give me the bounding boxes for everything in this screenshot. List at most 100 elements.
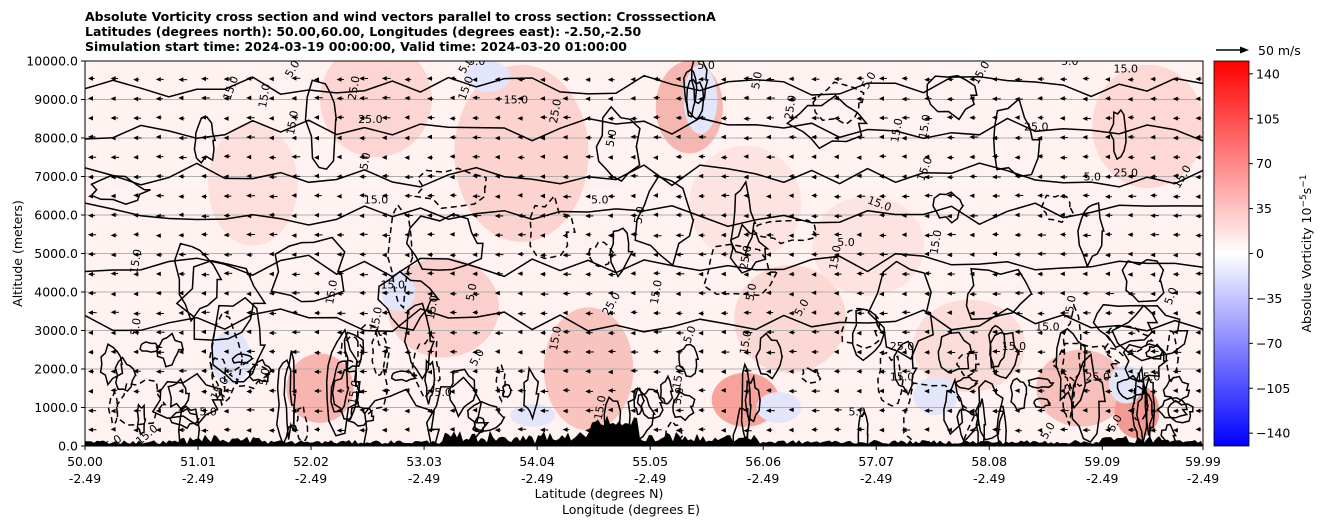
contour-loop <box>926 74 978 121</box>
wind-vector <box>1037 330 1043 336</box>
x-tick-label-lon: -2.49 <box>973 471 1005 486</box>
contour-label: 15.0 <box>346 379 363 405</box>
wind-vector <box>653 310 658 316</box>
wind-vector <box>607 77 613 82</box>
wind-vector <box>743 388 749 394</box>
wind-vector <box>607 369 613 375</box>
contour-label: 15.0 <box>648 279 665 305</box>
wind-vector <box>788 388 794 394</box>
wind-vector <box>1037 174 1043 180</box>
wind-vector <box>540 77 545 82</box>
wind-vector <box>1014 290 1020 296</box>
wind-vector <box>540 154 545 159</box>
contour-loop <box>231 353 255 364</box>
wind-vector <box>1037 311 1043 316</box>
contour-line <box>85 252 1203 278</box>
contour-loop <box>114 356 137 392</box>
wind-vector <box>223 154 229 159</box>
wind-vector <box>540 291 545 297</box>
wind-vector <box>336 212 342 218</box>
contour-loop <box>996 405 1008 446</box>
contour-label: 5.0 <box>743 282 759 301</box>
wind-vector <box>1127 155 1133 160</box>
wind-vector <box>427 271 432 276</box>
wind-vector <box>246 252 252 258</box>
wind-vector <box>698 134 704 140</box>
wind-vector <box>833 271 839 277</box>
wind-vector <box>246 389 252 394</box>
wind-vector <box>1195 251 1201 257</box>
wind-vector <box>223 135 229 141</box>
wind-vector <box>766 427 771 433</box>
contour-label: 15.0 <box>504 94 529 107</box>
wind-vector <box>133 330 139 335</box>
wind-vector <box>811 368 817 374</box>
wind-vector <box>901 252 907 258</box>
wind-vector <box>720 174 726 179</box>
wind-vector <box>1014 96 1020 102</box>
wind-vector <box>88 290 93 296</box>
wind-vector <box>223 271 229 276</box>
wind-vector <box>427 330 432 336</box>
wind-vector <box>833 154 839 160</box>
wind-vector <box>969 154 975 160</box>
wind-vector <box>381 252 387 258</box>
colorbar-label: Absolue Vorticity 10−5s−1 <box>1299 174 1314 332</box>
wind-vector <box>494 194 500 199</box>
x-tick-label-lat: 53.03 <box>406 454 442 469</box>
wind-vector <box>675 408 681 413</box>
contour-label: 25.0 <box>547 98 564 124</box>
wind-vector <box>720 155 726 160</box>
wind-vector <box>1195 388 1201 394</box>
wind-vector <box>946 193 952 198</box>
wind-vector <box>946 213 952 219</box>
wind-vector <box>155 427 161 433</box>
wind-vector <box>246 173 252 179</box>
wind-vector <box>155 233 161 238</box>
wind-vector <box>1082 76 1088 81</box>
wind-vector <box>856 232 862 238</box>
chart-title-line-3: Simulation start time: 2024-03-19 00:00:… <box>85 39 627 54</box>
wind-vector <box>901 329 907 335</box>
wind-vector <box>223 76 229 82</box>
y-tick-label: 4000.0 <box>34 285 78 300</box>
wind-vector <box>359 135 365 141</box>
wind-vector <box>155 77 161 82</box>
wind-vector <box>743 154 749 159</box>
contour-loop <box>636 388 665 419</box>
wind-vector <box>517 77 523 82</box>
wind-vector <box>268 96 274 101</box>
wind-vector <box>969 389 975 394</box>
wind-vector <box>1014 252 1020 257</box>
y-tick-label: 2000.0 <box>34 362 78 377</box>
wind-vector <box>1127 369 1133 374</box>
wind-vector <box>924 350 930 355</box>
wind-vector <box>314 369 319 375</box>
wind-vector <box>1082 310 1088 316</box>
wind-vector <box>540 330 545 336</box>
wind-vector <box>517 291 523 296</box>
wind-vector <box>1059 135 1065 140</box>
wind-vector <box>766 271 771 277</box>
wind-vector <box>133 271 139 277</box>
contour-loop <box>937 331 973 374</box>
wind-vector <box>155 329 161 335</box>
contour-loop <box>248 358 274 383</box>
wind-vector <box>517 155 523 160</box>
wind-vector <box>1037 154 1043 159</box>
wind-vector <box>1037 96 1043 101</box>
wind-vector <box>1105 154 1110 160</box>
contour-loop <box>755 332 784 380</box>
wind-vector <box>879 134 884 140</box>
wind-vector <box>653 427 658 433</box>
wind-vector <box>1059 388 1065 394</box>
wind-vector <box>517 174 523 179</box>
wind-vector <box>1195 330 1201 335</box>
wind-vector <box>381 427 387 433</box>
wind-vector <box>992 76 997 82</box>
wind-vector <box>246 272 252 277</box>
contour-loop <box>90 175 151 205</box>
wind-vector <box>1014 212 1020 218</box>
wind-vector <box>698 311 704 316</box>
